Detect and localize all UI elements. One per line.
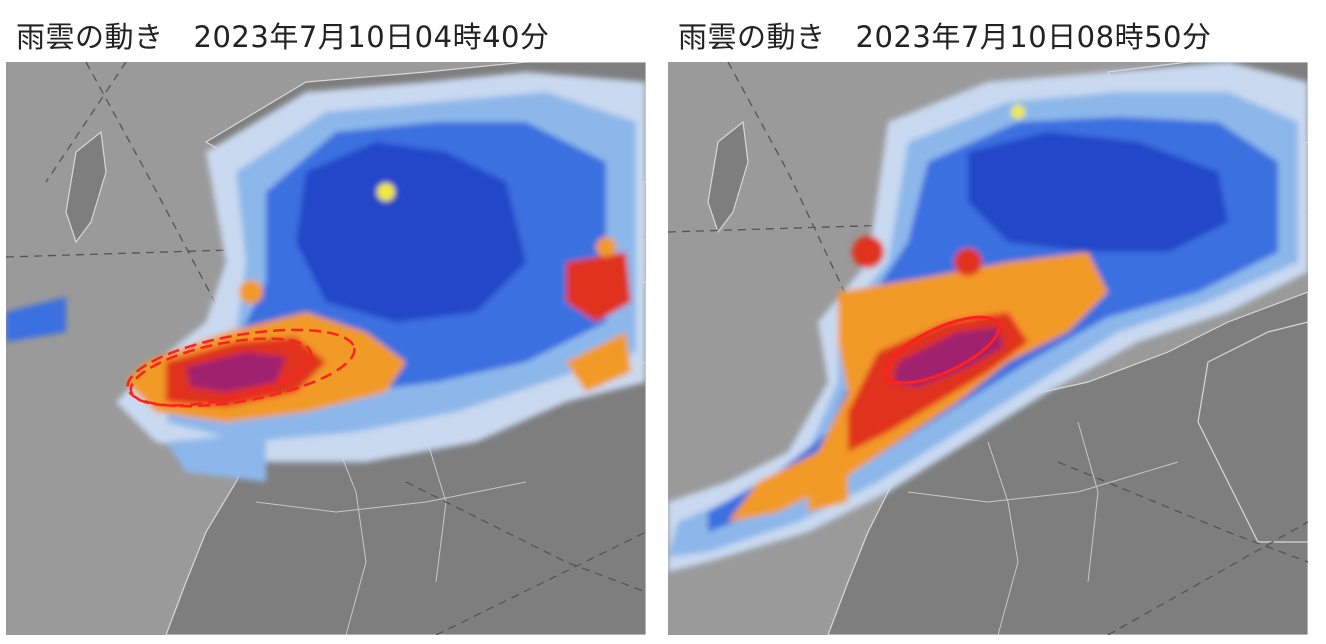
radar-map-0440 [6,62,646,635]
panel-title: 雨雲の動き 2023年7月10日04時40分 [16,14,549,56]
panel-title: 雨雲の動き 2023年7月10日08時50分 [678,14,1211,56]
heavy-rain-highlight [883,315,1001,385]
radar-map-svg [6,62,646,635]
boundary-lines [907,421,1179,635]
panel-timestamp: 2023年7月10日08時50分 [855,20,1212,54]
panel-timestamp: 2023年7月10日04時40分 [193,20,550,54]
radar-panel-0850: 雨雲の動き 2023年7月10日08時50分 [668,0,1308,644]
rain-echoes [6,72,646,482]
radar-map-svg [668,62,1308,635]
panel-title-label: 雨雲の動き [16,20,164,54]
radar-map-0850 [668,62,1308,635]
radar-panel-0440: 雨雲の動き 2023年7月10日04時40分 [6,0,646,644]
panel-title-label: 雨雲の動き [678,20,826,54]
heavy-rain-highlight [126,328,356,408]
